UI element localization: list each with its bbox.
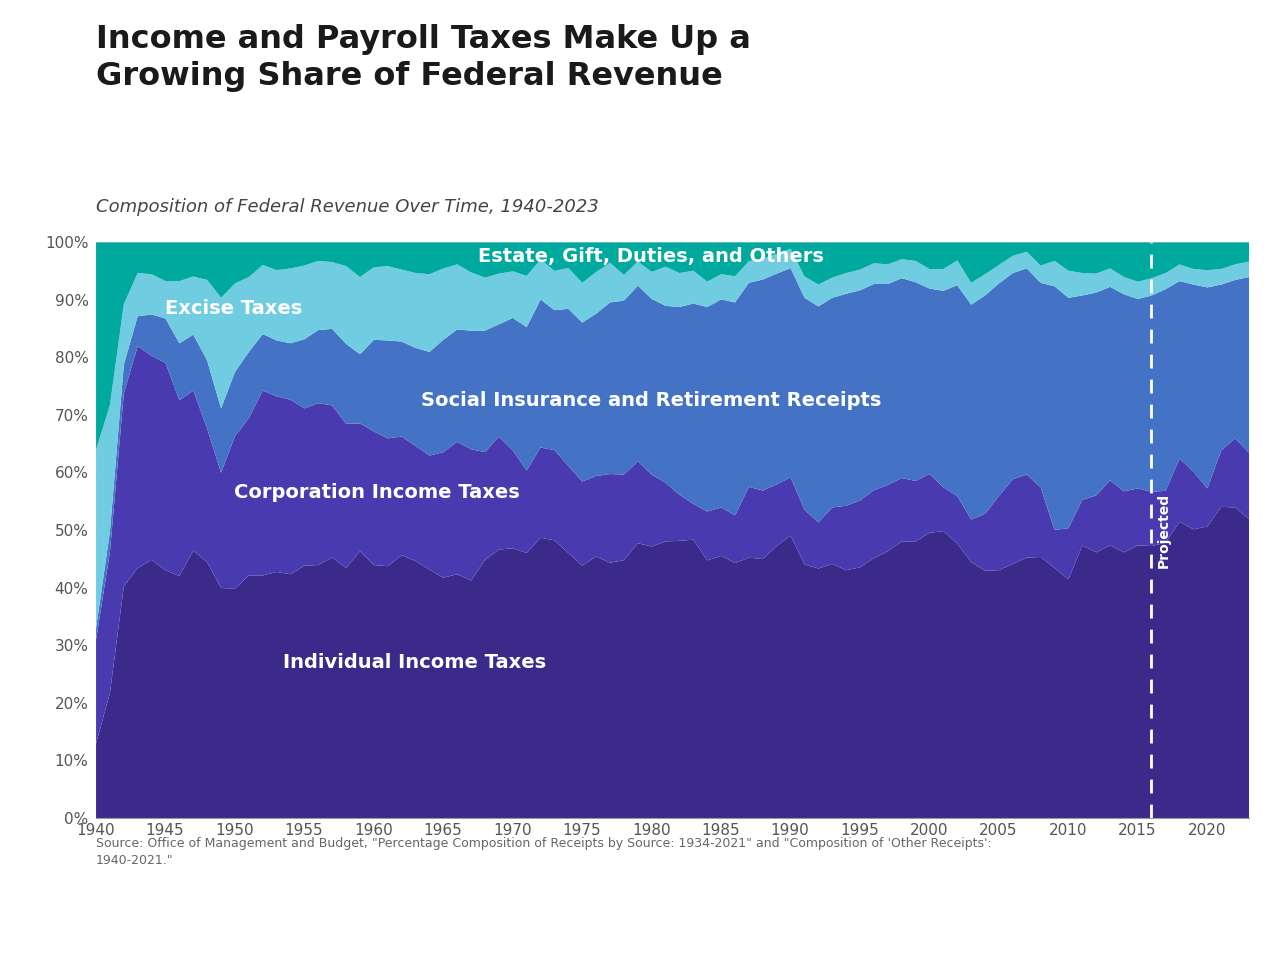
Text: Corporation Income Taxes: Corporation Income Taxes: [234, 483, 520, 502]
Text: Composition of Federal Revenue Over Time, 1940-2023: Composition of Federal Revenue Over Time…: [96, 198, 599, 217]
Text: Social Insurance and Retirement Receipts: Social Insurance and Retirement Receipts: [420, 391, 882, 409]
Text: Source: Office of Management and Budget, "Percentage Composition of Receipts by : Source: Office of Management and Budget,…: [96, 837, 991, 867]
Text: Excise Taxes: Excise Taxes: [166, 299, 302, 318]
Text: TAX FOUNDATION: TAX FOUNDATION: [23, 923, 229, 943]
Text: Estate, Gift, Duties, and Others: Estate, Gift, Duties, and Others: [478, 248, 824, 266]
Text: @TaxFoundation: @TaxFoundation: [1059, 923, 1251, 943]
Text: Individual Income Taxes: Individual Income Taxes: [284, 653, 547, 672]
Text: Income and Payroll Taxes Make Up a
Growing Share of Federal Revenue: Income and Payroll Taxes Make Up a Growi…: [96, 24, 750, 92]
Text: Projected: Projected: [1157, 493, 1171, 567]
